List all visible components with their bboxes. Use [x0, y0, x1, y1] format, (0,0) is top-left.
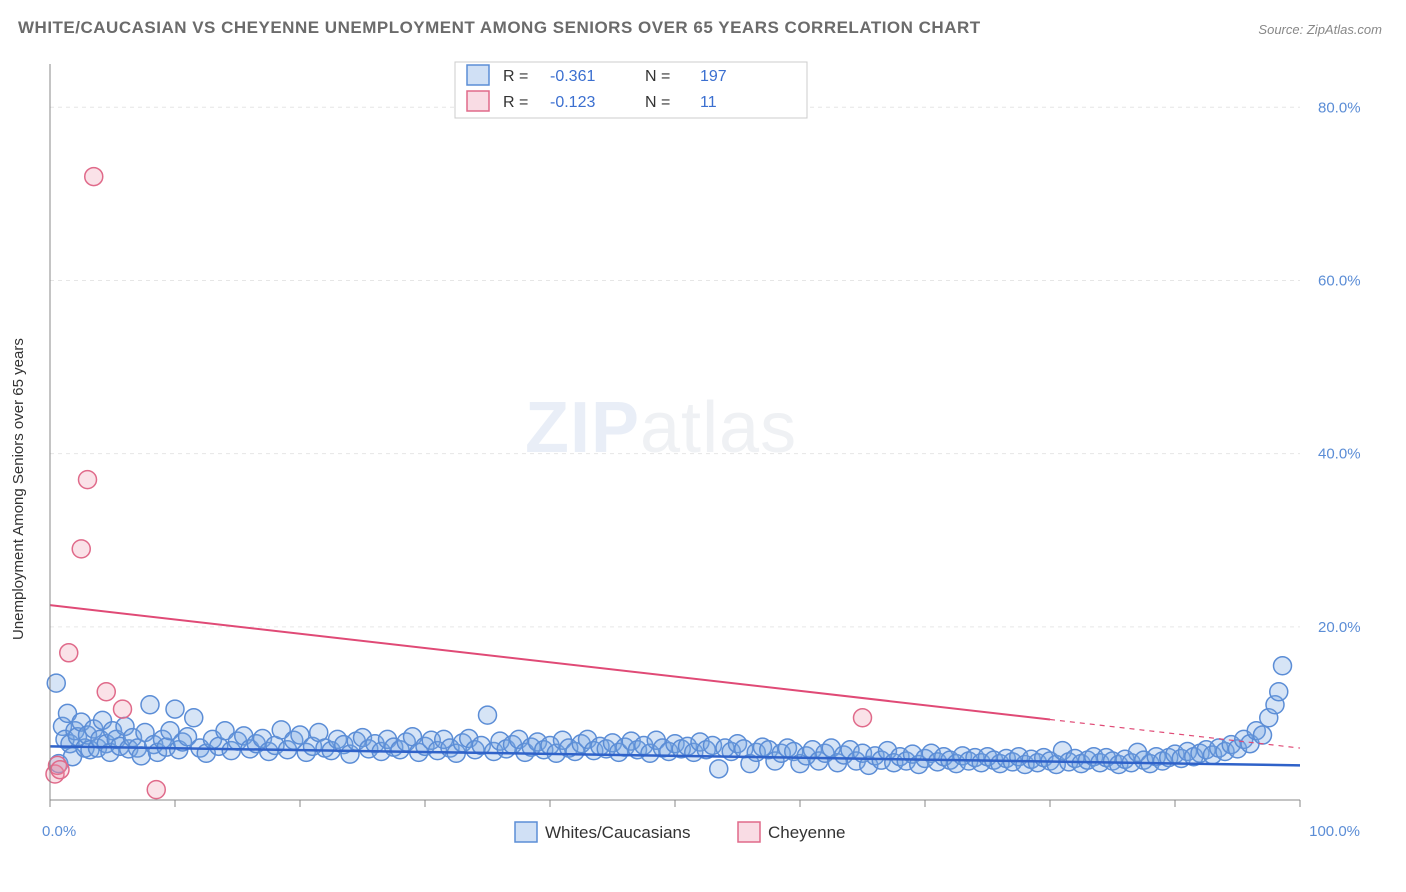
legend-r-label: R = [503, 94, 528, 111]
data-point [166, 700, 184, 718]
data-point [710, 760, 728, 778]
data-point [79, 471, 97, 489]
y-tick-label: 60.0% [1318, 272, 1361, 289]
data-point [185, 709, 203, 727]
watermark: ZIPatlas [525, 388, 797, 468]
data-point [72, 540, 90, 558]
data-point [97, 683, 115, 701]
svg-text:ZIPatlas: ZIPatlas [525, 388, 797, 468]
source-label: Source: [1258, 22, 1303, 37]
data-point [1254, 726, 1272, 744]
bottom-legend-label: Cheyenne [768, 823, 846, 842]
legend-n-value: 197 [700, 68, 727, 85]
data-point [147, 781, 165, 799]
legend-n-label: N = [645, 68, 670, 85]
trendline [50, 605, 1050, 719]
data-point [479, 706, 497, 724]
legend-r-label: R = [503, 68, 528, 85]
chart-container: 20.0% 40.0% 60.0% 80.0% ZIPatlas 0.0% 100.0% R … [0, 58, 1406, 892]
data-point [141, 696, 159, 714]
chart-title: WHITE/CAUCASIAN VS CHEYENNE UNEMPLOYMENT… [18, 18, 981, 38]
x-tick-label-right: 100.0% [1309, 823, 1360, 840]
legend-swatch [467, 65, 489, 85]
y-tick-label: 20.0% [1318, 619, 1361, 636]
data-point [1270, 683, 1288, 701]
legend-swatch [467, 91, 489, 111]
x-tick-label-left: 0.0% [42, 823, 76, 840]
legend-n-value: 11 [700, 94, 717, 111]
legend-r-value: -0.361 [550, 68, 595, 85]
correlation-scatter-chart: 20.0% 40.0% 60.0% 80.0% ZIPatlas 0.0% 100.0% R … [0, 58, 1406, 892]
data-point [85, 168, 103, 186]
y-tick-label: 40.0% [1318, 446, 1361, 463]
source-value: ZipAtlas.com [1307, 22, 1382, 37]
legend-r-value: -0.123 [550, 94, 595, 111]
bottom-legend-swatch [738, 822, 760, 842]
series-whites-caucasians [47, 657, 1291, 778]
y-tick-label: 80.0% [1318, 99, 1361, 116]
data-point [854, 709, 872, 727]
data-point [114, 700, 132, 718]
data-point [1274, 657, 1292, 675]
bottom-legend-label: Whites/Caucasians [545, 823, 691, 842]
data-point [51, 761, 69, 779]
source-attribution: Source: ZipAtlas.com [1258, 22, 1382, 37]
bottom-legend-swatch [515, 822, 537, 842]
legend-n-label: N = [645, 94, 670, 111]
data-point [60, 644, 78, 662]
